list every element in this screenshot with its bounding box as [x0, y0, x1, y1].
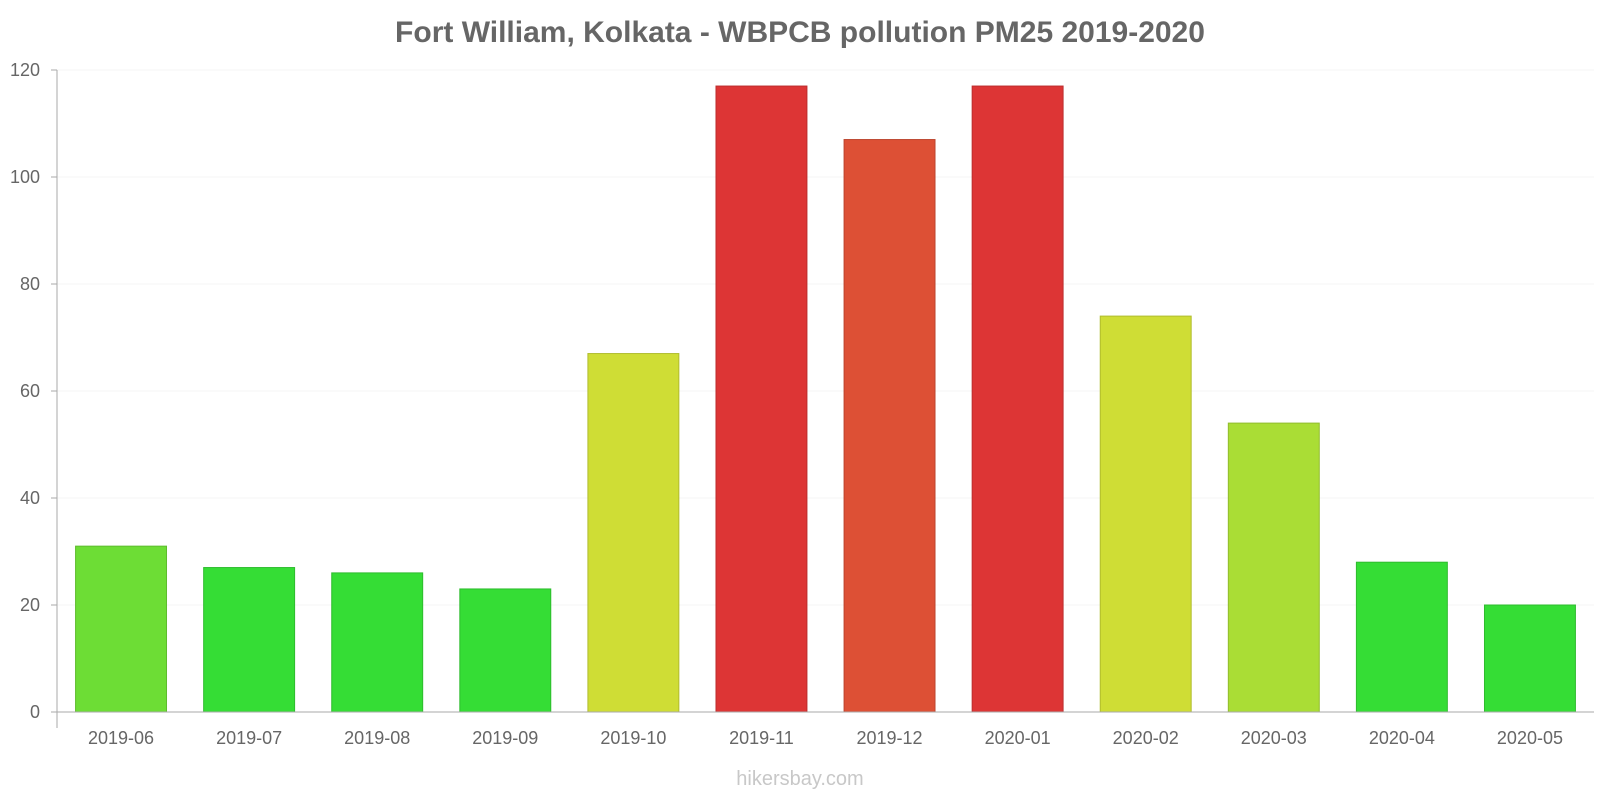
x-tick-label: 2020-01	[985, 728, 1051, 748]
bar-2019-10	[587, 353, 680, 713]
bar-2020-03	[1227, 422, 1320, 713]
y-tick-labels: 0 20 40 60 80 100 120	[10, 60, 40, 722]
bar-2019-12	[843, 139, 936, 713]
bar-2019-07	[203, 567, 296, 713]
x-tick-label: 2020-03	[1241, 728, 1307, 748]
x-tick-label: 2020-04	[1369, 728, 1435, 748]
y-tick-label: 100	[10, 167, 40, 187]
x-tick-label: 2019-07	[216, 728, 282, 748]
y-tick-label: 120	[10, 60, 40, 80]
x-tick-label: 2019-11	[729, 728, 794, 748]
x-tick-label: 2019-12	[857, 728, 923, 748]
x-tick-label: 2019-10	[600, 728, 666, 748]
bar-2019-09	[459, 588, 552, 713]
bar-2020-02	[1099, 315, 1192, 713]
x-tick-label: 2020-02	[1113, 728, 1179, 748]
grid-lines	[57, 69, 1594, 606]
x-tick-label: 2019-06	[88, 728, 154, 748]
bar-2020-05	[1483, 604, 1576, 713]
watermark: hikersbay.com	[736, 768, 864, 790]
bar-2019-11	[715, 85, 808, 713]
y-tick-label: 0	[30, 702, 40, 722]
chart-title: Fort William, Kolkata - WBPCB pollution …	[395, 16, 1205, 49]
bar-2020-01	[971, 85, 1064, 713]
x-tick-labels: 2019-06 2019-07 2019-08 2019-09 2019-10 2019-…	[88, 728, 1563, 748]
bar-2019-06	[75, 545, 168, 713]
x-tick-label: 2020-05	[1497, 728, 1563, 748]
bar-2019-08	[331, 572, 424, 713]
bar-2020-04	[1355, 561, 1448, 713]
y-tick-label: 80	[20, 274, 40, 294]
x-tick-label: 2019-08	[344, 728, 410, 748]
y-tick-label: 60	[20, 381, 40, 401]
axes	[51, 69, 1594, 728]
x-tick-label: 2019-09	[472, 728, 538, 748]
y-tick-label: 20	[20, 595, 40, 615]
y-tick-label: 40	[20, 488, 40, 508]
bars	[75, 85, 1576, 713]
